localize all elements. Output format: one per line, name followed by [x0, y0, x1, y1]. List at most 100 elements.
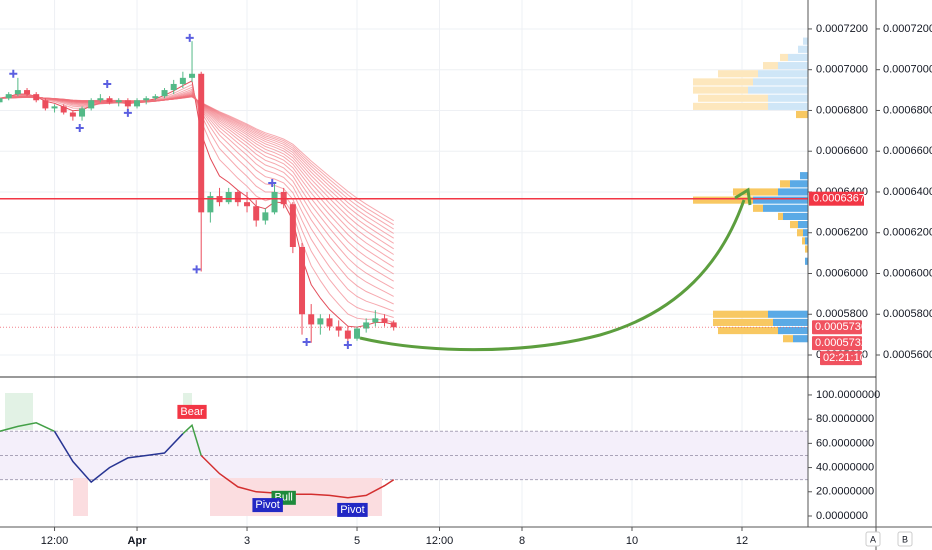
y2-tick-label: 0.0007000	[883, 64, 932, 76]
x-tick-label: 3	[244, 535, 250, 547]
profile-down	[780, 53, 788, 62]
y2-tick-label: 0.0006600	[883, 145, 932, 157]
candle-body	[244, 202, 251, 207]
candle-body	[5, 94, 12, 99]
candle-body	[262, 212, 269, 221]
pivot-mark	[75, 123, 84, 132]
profile-down	[802, 237, 805, 245]
candle-body	[79, 108, 86, 117]
y-tick-label: 0.0005800	[816, 308, 868, 320]
y-tick-label: 40.0000000	[816, 461, 874, 473]
profile-down	[733, 188, 778, 196]
candle-body	[271, 191, 278, 213]
candle-body	[326, 318, 333, 327]
y-tick-label: 0.0007200	[816, 23, 868, 35]
candle-body	[207, 196, 214, 213]
profile-up	[758, 70, 808, 78]
candle-body	[69, 112, 76, 117]
profile-up	[748, 86, 808, 94]
annotation-box	[337, 502, 368, 517]
profile-up	[803, 229, 808, 237]
grid-layer	[0, 0, 808, 527]
pivot-mark	[343, 341, 352, 350]
candle-body	[97, 98, 104, 101]
annotation-label: Pivot	[255, 499, 279, 511]
arrow-annotation	[359, 199, 746, 352]
candle-body	[289, 204, 296, 247]
price-badge-label: 0.0006367	[813, 193, 865, 205]
profile-up	[753, 196, 808, 204]
profile-up	[778, 62, 808, 70]
osc-line	[53, 430, 184, 484]
arrow-head	[734, 187, 752, 206]
scale-a-label[interactable]: A	[870, 534, 876, 544]
y2-tick-label: 0.0006400	[883, 186, 932, 198]
profile-down	[693, 102, 768, 110]
y2-tick-label: 0.0006200	[883, 227, 932, 239]
profile-down	[763, 62, 778, 70]
scale-a-button[interactable]	[865, 531, 881, 547]
candle-body	[381, 318, 388, 323]
profile-up	[798, 221, 808, 229]
profile-down	[693, 86, 748, 94]
candle-body	[253, 206, 260, 221]
candle-body	[354, 328, 361, 339]
x-tick-label: 5	[354, 535, 360, 547]
pivot-mark	[185, 33, 194, 42]
annotation-box	[177, 404, 207, 419]
pivot-mark	[9, 69, 18, 78]
profile-up	[778, 188, 808, 196]
y-tick-label: 0.0007000	[816, 64, 868, 76]
y2-tick-label: 0.0005800	[883, 308, 932, 320]
y-tick-label: 0.0006000	[816, 267, 868, 279]
x-tick-label: 12	[736, 535, 748, 547]
candle-body	[179, 77, 186, 84]
candle-body	[390, 322, 397, 328]
y2-tick-label: 0.0007200	[883, 23, 932, 35]
candle-body	[372, 318, 379, 323]
x-tick-label: 8	[519, 535, 525, 547]
scale-b-label[interactable]: B	[902, 534, 908, 544]
candle-body	[33, 94, 40, 101]
profile-down	[778, 212, 783, 221]
candle-body	[14, 90, 21, 95]
profile-up	[768, 94, 808, 102]
candle-body	[124, 100, 131, 107]
profile-up	[783, 212, 808, 221]
candle-body	[225, 191, 232, 203]
price-badge	[809, 191, 864, 206]
osc-line	[0, 422, 55, 432]
candle-body	[115, 100, 122, 103]
y-tick-label: 100.0000000	[816, 389, 880, 401]
ma-ribbon	[0, 96, 394, 222]
countdown-badge-label: 02:21:10	[823, 352, 866, 364]
y-tick-label: 80.0000000	[816, 413, 874, 425]
y-tick-label: 0.0006800	[816, 104, 868, 116]
osc-line	[200, 454, 395, 499]
candle-body	[143, 98, 150, 101]
profile-up	[793, 335, 808, 343]
y-tick-label: 60.0000000	[816, 437, 874, 449]
pivot-mark	[302, 337, 311, 346]
profile-up	[788, 53, 808, 62]
candle-body	[198, 73, 205, 213]
candle-body	[189, 73, 196, 78]
candle-body	[60, 106, 67, 113]
y-tick-label: 0.0006200	[816, 227, 868, 239]
x-tick-label: 12:00	[41, 535, 69, 547]
y-tick-label: 0.0006600	[816, 145, 868, 157]
profile-down	[713, 318, 773, 326]
y2-tick-label: 0.0006800	[883, 104, 932, 116]
candle-body	[335, 326, 342, 331]
candle-body	[152, 96, 159, 99]
pivot-mark	[103, 79, 112, 88]
y2-tick-label: 0.0006000	[883, 267, 932, 279]
pivot-mark	[268, 179, 277, 188]
y-tick-label: 20.0000000	[816, 486, 874, 498]
candle-body	[0, 98, 3, 103]
profile-down	[718, 326, 778, 335]
osc-bg-red	[73, 478, 88, 516]
scale-b-button[interactable]	[897, 531, 913, 547]
profile-down	[797, 229, 803, 237]
